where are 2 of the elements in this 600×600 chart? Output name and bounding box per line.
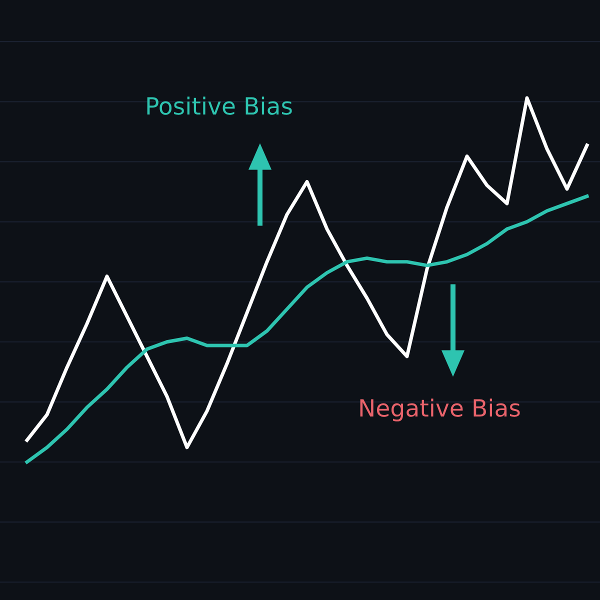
annotation: Positive Bias (147, 96, 292, 115)
annotation: Negative Bias (360, 398, 520, 422)
